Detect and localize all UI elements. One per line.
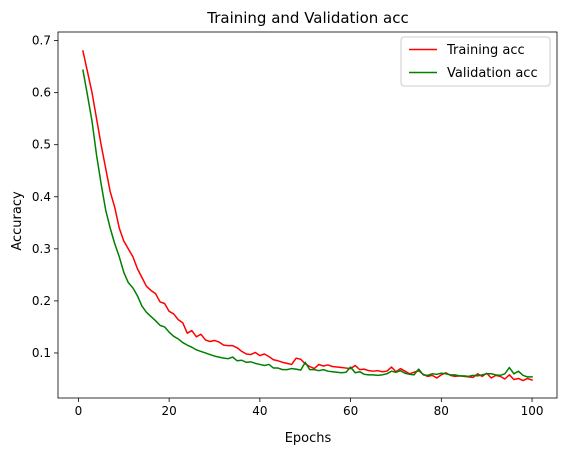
y-tick-label: 0.7 [32,34,51,48]
legend-label-training: Training acc [446,43,525,58]
y-tick-label: 0.5 [32,138,51,152]
y-tick-label: 0.6 [32,86,51,100]
y-tick-label: 0.1 [32,346,51,360]
series-line-validation [82,69,533,378]
plot-frame [57,31,558,399]
x-tick-label: 80 [434,404,449,418]
x-tick-label: 40 [252,404,267,418]
y-tick-label: 0.3 [32,242,51,256]
y-tick-label: 0.2 [32,294,51,308]
x-tick-label: 60 [343,404,358,418]
chart-title: Training and Validation acc [206,9,408,27]
x-tick-label: 100 [521,404,544,418]
series-line-training [82,50,534,382]
x-tick-label: 0 [75,404,83,418]
y-axis-label: Accuracy [10,191,25,251]
y-tick-label: 0.4 [32,190,51,204]
legend: Training acc Validation acc [400,36,551,87]
legend-label-validation: Validation acc [447,66,538,81]
x-axis-label: Epochs [285,431,332,446]
plot-area: 0 20 40 60 80 100 0.1 0.2 0.3 0.4 0.5 0.6 0.7 [32,31,558,418]
legend-frame [400,36,551,87]
x-tick-label: 20 [162,404,177,418]
